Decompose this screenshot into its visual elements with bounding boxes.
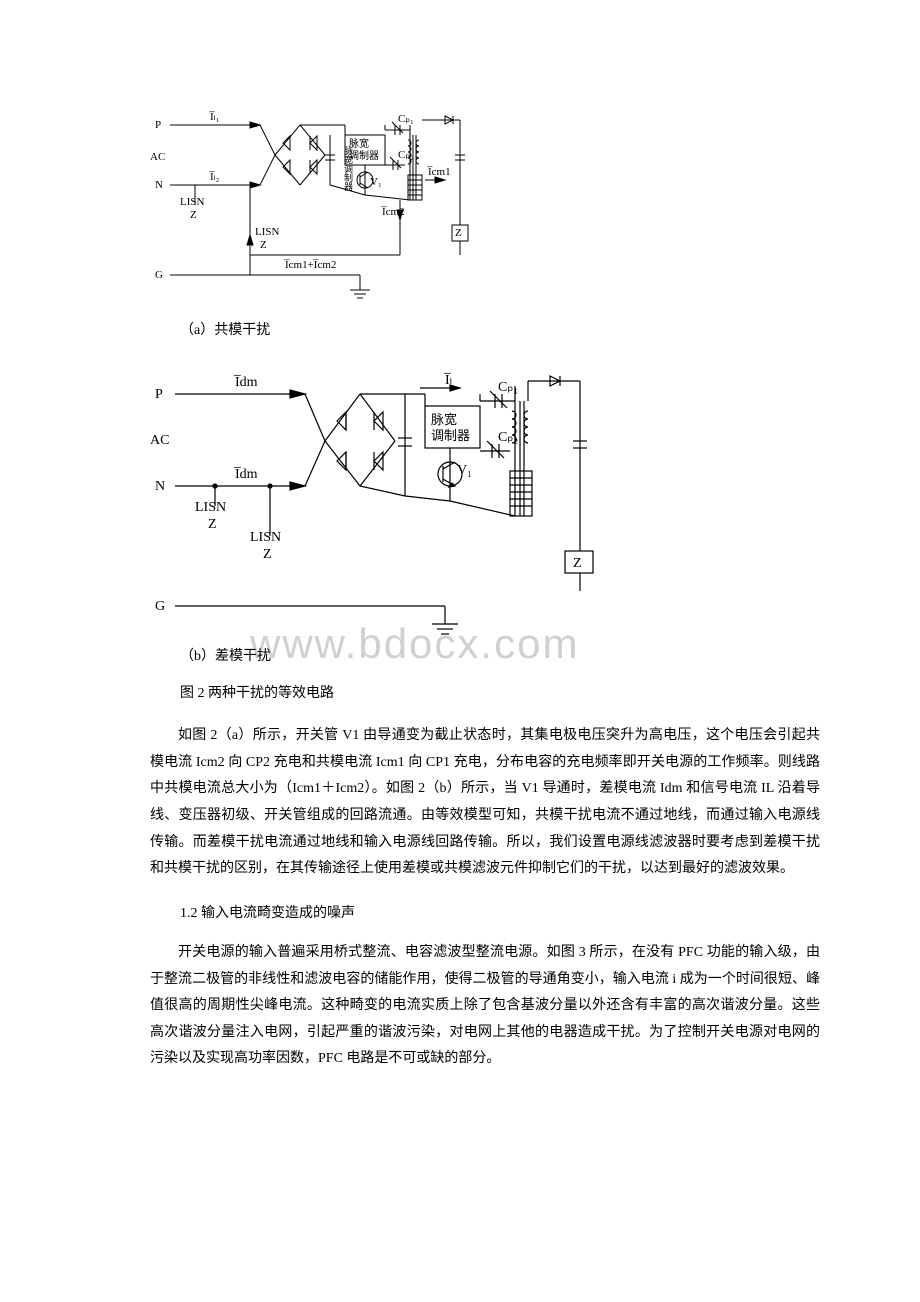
circuit-a-svg: P AC N G LISN Z LISN Z Z I̅ₗ₁ I̅ₗ₂ V₁ Cₚ… bbox=[150, 100, 480, 310]
svg-text:LISN: LISN bbox=[180, 196, 205, 208]
paragraph-2: 开关电源的输入普遍采用桥式整流、电容滤波型整流电源。如图 3 所示，在没有 PF… bbox=[150, 940, 820, 1073]
svg-text:LISN: LISN bbox=[255, 226, 280, 238]
svg-text:G: G bbox=[155, 269, 163, 281]
svg-text:Cₚ₁: Cₚ₁ bbox=[398, 113, 414, 125]
svg-text:Z: Z bbox=[263, 547, 272, 562]
figure-a-caption: （a）共模干扰 bbox=[180, 320, 820, 342]
svg-text:I̅ₗ₂: I̅ₗ₂ bbox=[209, 171, 220, 183]
svg-text:调制器: 调制器 bbox=[349, 149, 379, 162]
svg-text:LISN: LISN bbox=[250, 530, 281, 545]
svg-text:G: G bbox=[155, 599, 165, 614]
svg-text:Z: Z bbox=[455, 227, 462, 239]
svg-text:AC: AC bbox=[150, 433, 169, 448]
svg-text:I̅ₗ: I̅ₗ bbox=[443, 373, 452, 388]
svg-text:P: P bbox=[155, 387, 163, 402]
svg-text:调制器: 调制器 bbox=[431, 428, 470, 443]
svg-text:N: N bbox=[155, 179, 163, 191]
svg-text:I̅cm2: I̅cm2 bbox=[381, 206, 405, 218]
circuit-b-svg: P AC N G LISN Z LISN Z Z I̅dm I̅dm I̅ₗ V… bbox=[150, 356, 600, 636]
svg-text:Cₚ₁: Cₚ₁ bbox=[498, 380, 518, 395]
section-1-2-title: 1.2 输入电流畸变造成的噪声 bbox=[180, 901, 820, 926]
svg-text:I̅ₗ₁: I̅ₗ₁ bbox=[209, 111, 220, 123]
svg-text:Z: Z bbox=[573, 556, 582, 571]
svg-text:Z: Z bbox=[190, 209, 197, 221]
figure-a: P AC N G LISN Z LISN Z Z I̅ₗ₁ I̅ₗ₂ V₁ Cₚ… bbox=[150, 100, 820, 310]
svg-text:V₁: V₁ bbox=[370, 176, 382, 188]
svg-text:N: N bbox=[155, 479, 165, 494]
svg-text:LISN: LISN bbox=[195, 500, 226, 515]
svg-text:Cₚ₂: Cₚ₂ bbox=[398, 149, 414, 161]
svg-text:I̅dm: I̅dm bbox=[233, 467, 257, 482]
page-content: P AC N G LISN Z LISN Z Z I̅ₗ₁ I̅ₗ₂ V₁ Cₚ… bbox=[0, 0, 920, 1151]
svg-text:Cₚ₂: Cₚ₂ bbox=[498, 430, 518, 445]
paragraph-1: 如图 2（a）所示，开关管 V1 由导通变为截止状态时，其集电极电压突升为高电压… bbox=[150, 723, 820, 883]
svg-text:AC: AC bbox=[150, 151, 165, 163]
svg-text:Z: Z bbox=[208, 517, 217, 532]
figure-b: P AC N G LISN Z LISN Z Z I̅dm I̅dm I̅ₗ V… bbox=[150, 356, 820, 636]
svg-text:Z: Z bbox=[260, 239, 267, 251]
svg-text:I̅dm: I̅dm bbox=[233, 375, 257, 390]
svg-text:I̅cm1+I̅cm2: I̅cm1+I̅cm2 bbox=[284, 259, 337, 271]
svg-text:脉宽: 脉宽 bbox=[431, 412, 457, 427]
svg-text:脉宽: 脉宽 bbox=[349, 137, 369, 150]
figure-2-title: 图 2 两种干扰的等效电路 bbox=[180, 683, 820, 705]
svg-text:P: P bbox=[155, 119, 161, 131]
figure-b-caption: （b）差模干扰 bbox=[180, 646, 820, 668]
svg-text:V₁: V₁ bbox=[457, 463, 472, 478]
svg-text:I̅cm1: I̅cm1 bbox=[427, 166, 451, 178]
